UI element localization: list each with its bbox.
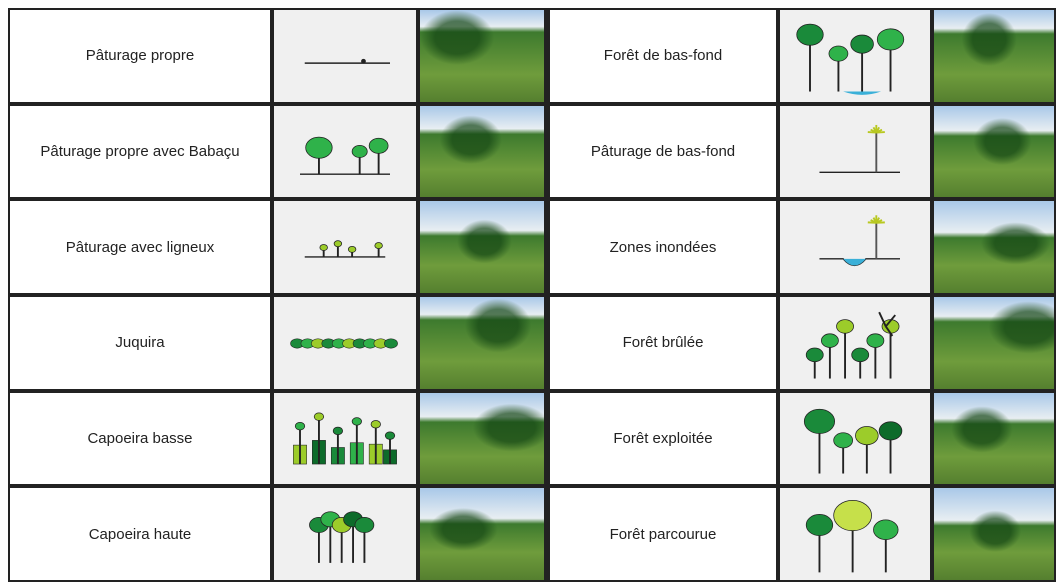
icon-graphic (275, 489, 415, 579)
row-label: Forêt brûlée (550, 297, 776, 389)
icon-graphic (785, 11, 925, 101)
landscape-photo (420, 106, 544, 198)
row-label: Pâturage avec ligneux (10, 201, 270, 293)
vegetation-icon (274, 106, 416, 198)
vegetation-icon (780, 201, 930, 293)
landscape-photo (934, 297, 1054, 389)
landscape-photo (420, 201, 544, 293)
vegetation-icon (780, 10, 930, 102)
icon-graphic (275, 202, 415, 292)
vegetation-icon (780, 393, 930, 485)
row-label: Zones inondées (550, 201, 776, 293)
page: Pâturage proprePâturage propre avec Baba… (0, 0, 1056, 582)
row-label: Pâturage de bas-fond (550, 106, 776, 198)
landscape-photo (934, 201, 1054, 293)
vegetation-icon (274, 488, 416, 580)
landscape-photo (934, 488, 1054, 580)
vegetation-icon (780, 488, 930, 580)
icon-graphic (275, 298, 415, 388)
row-label: Juquira (10, 297, 270, 389)
icon-graphic (785, 298, 925, 388)
row-label: Forêt exploitée (550, 393, 776, 485)
vegetation-icon (780, 106, 930, 198)
icon-graphic (785, 393, 925, 483)
row-label: Forêt de bas-fond (550, 10, 776, 102)
vegetation-icon (274, 393, 416, 485)
landscape-photo (420, 10, 544, 102)
icon-graphic (275, 106, 415, 196)
icon-graphic (785, 202, 925, 292)
landscape-photo (934, 393, 1054, 485)
landscape-photo (934, 106, 1054, 198)
vegetation-icon (274, 10, 416, 102)
icon-graphic (275, 393, 415, 483)
row-label: Forêt parcourue (550, 488, 776, 580)
vegetation-icon (780, 297, 930, 389)
row-label: Pâturage propre avec Babaçu (10, 106, 270, 198)
vegetation-icon (274, 297, 416, 389)
row-label: Pâturage propre (10, 10, 270, 102)
row-label: Capoeira haute (10, 488, 270, 580)
row-label: Capoeira basse (10, 393, 270, 485)
vegetation-icon (274, 201, 416, 293)
landscape-photo (420, 393, 544, 485)
landscape-photo (420, 297, 544, 389)
icon-graphic (275, 11, 415, 101)
landscape-photo (934, 10, 1054, 102)
icon-graphic (785, 489, 925, 579)
icon-graphic (785, 106, 925, 196)
landscape-photo (420, 488, 544, 580)
